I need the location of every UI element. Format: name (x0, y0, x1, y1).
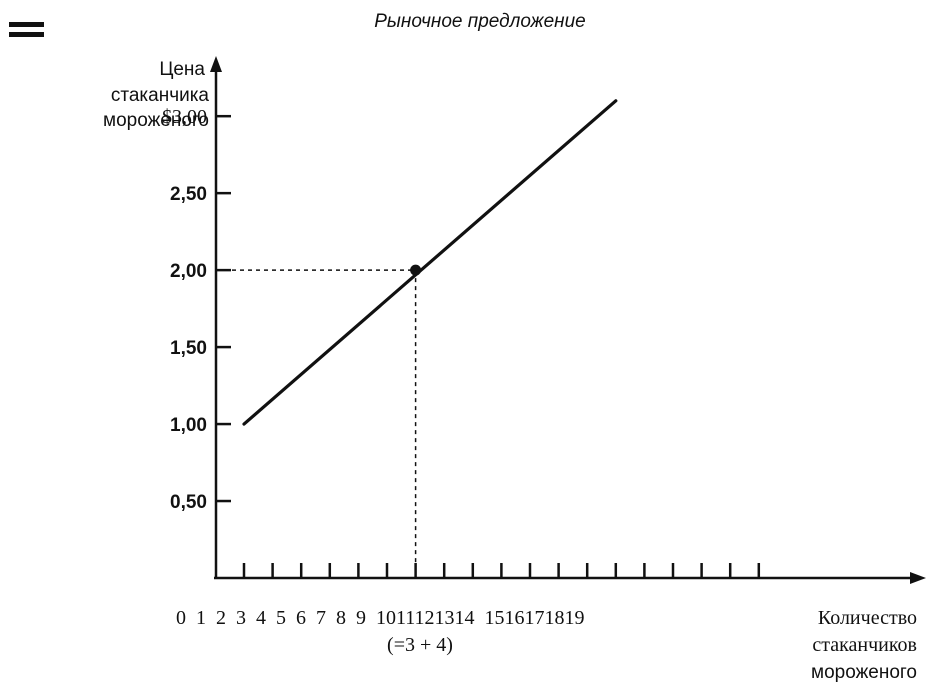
y-axis-arrow (210, 56, 222, 72)
y-axis-label-line-1: Цена (159, 59, 205, 80)
x-axis-label: Количество стаканчиков мороженого (811, 607, 917, 683)
x-ticks (242, 563, 761, 578)
y-tick-label: 2,00 (170, 261, 207, 282)
highlight-point (410, 264, 422, 276)
x-tick-labels: 0 1 2 3 4 5 6 7 8 9 1011121314 151617181… (176, 607, 585, 629)
y-tick-label: $3,00 (162, 106, 207, 128)
y-tick-label: 1,50 (170, 338, 207, 359)
y-axis-label-line-3: мороженого (103, 110, 209, 131)
x-annotation: (=3 + 4) (387, 634, 453, 656)
y-ticks: $3,00 2,50 2,00 1,50 1,00 0,50 (162, 106, 231, 513)
y-axis-label-line-2: стаканчика (111, 85, 210, 106)
y-axis-label: Цена стаканчика мороженого (103, 59, 209, 131)
y-tick-label: 1,00 (170, 415, 207, 436)
chart-title: Рыночное предложение (374, 11, 586, 32)
y-tick-label: 0,50 (170, 492, 207, 513)
x-axis-label-line-1: Количество (818, 607, 917, 629)
x-axis-label-line-3: мороженого (811, 662, 917, 683)
x-axis-label-line-2: стаканчиков (812, 634, 917, 656)
double-bar-icon (9, 22, 44, 37)
supply-line (242, 99, 618, 426)
y-tick-label: 2,50 (170, 184, 207, 205)
x-axis-arrow (910, 572, 926, 584)
